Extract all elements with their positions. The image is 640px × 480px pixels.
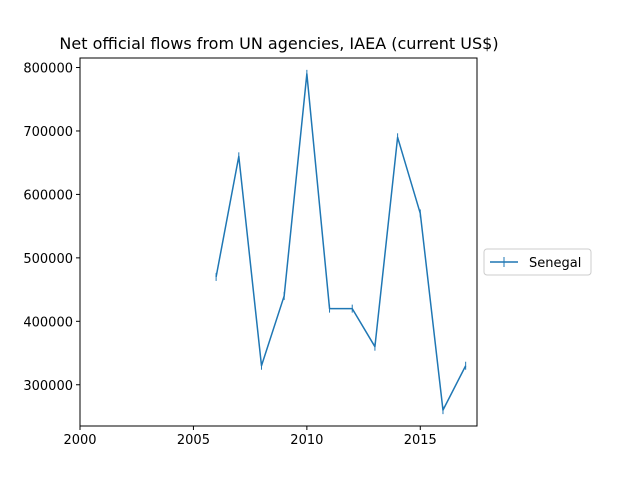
plot-area xyxy=(79,57,478,427)
x-tick-label: 2000 xyxy=(63,433,96,448)
y-tick-label: 400000 xyxy=(23,315,73,330)
y-tick-label: 800000 xyxy=(23,62,73,77)
chart-title: Net official flows from UN agencies, IAE… xyxy=(59,34,498,53)
series-layer xyxy=(215,69,467,415)
y-tick-label: 600000 xyxy=(23,188,73,203)
y-tick-label: 500000 xyxy=(23,252,73,267)
y-axis: 300000 400000 500000 600000 700000 800000 xyxy=(23,62,80,394)
x-tick-label: 2010 xyxy=(290,433,323,448)
series-line-senegal xyxy=(215,73,467,411)
x-axis: 2000 2005 2010 2015 xyxy=(63,426,437,448)
legend-box xyxy=(483,248,592,276)
x-tick-label: 2005 xyxy=(177,433,210,448)
y-tick-label: 300000 xyxy=(23,379,73,394)
legend-label-senegal: Senegal xyxy=(529,256,581,271)
x-tick-label: 2015 xyxy=(404,433,437,448)
legend: Senegal xyxy=(483,248,592,276)
y-tick-label: 700000 xyxy=(23,125,73,140)
